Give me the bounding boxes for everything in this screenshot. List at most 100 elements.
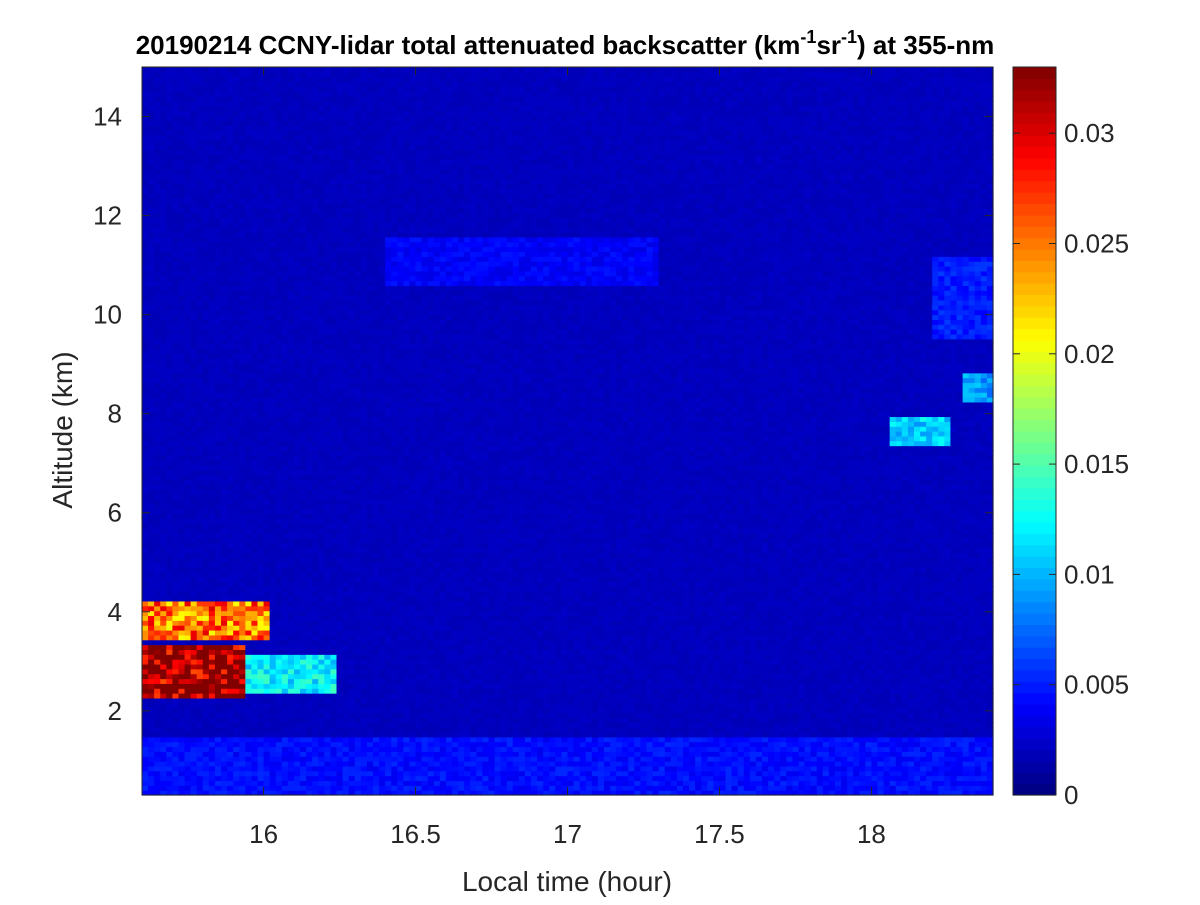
- heatmap-cell: [294, 373, 301, 378]
- heatmap-cell: [166, 130, 173, 135]
- heatmap-cell: [233, 387, 240, 392]
- heatmap-cell: [282, 373, 289, 378]
- heatmap-cell: [264, 421, 271, 426]
- heatmap-cell: [300, 222, 307, 227]
- heatmap-cell: [191, 392, 198, 397]
- heatmap-cell: [185, 494, 192, 499]
- heatmap-cell: [227, 664, 234, 669]
- heatmap-cell: [251, 382, 258, 387]
- heatmap-cell: [288, 455, 295, 460]
- heatmap-cell: [142, 373, 149, 378]
- heatmap-cell: [251, 145, 258, 150]
- heatmap-cell: [276, 577, 283, 582]
- heatmap-cell: [282, 174, 289, 179]
- heatmap-cell: [178, 96, 185, 101]
- heatmap-cell: [185, 72, 192, 77]
- heatmap-cell: [154, 135, 161, 140]
- heatmap-cell: [178, 416, 185, 421]
- heatmap-cell: [160, 460, 167, 465]
- heatmap-cell: [343, 698, 350, 703]
- heatmap-cell: [166, 86, 173, 91]
- heatmap-cell: [142, 251, 149, 256]
- heatmap-cell: [245, 470, 252, 475]
- heatmap-cell: [276, 504, 283, 509]
- heatmap-cell: [294, 514, 301, 519]
- heatmap-cell: [300, 77, 307, 82]
- heatmap-cell: [197, 557, 204, 562]
- heatmap-cell: [276, 746, 283, 751]
- heatmap-cell: [343, 708, 350, 713]
- heatmap-cell: [142, 353, 149, 358]
- heatmap-cell: [251, 116, 258, 121]
- heatmap-cell: [221, 441, 228, 446]
- heatmap-cell: [233, 562, 240, 567]
- heatmap-cell: [257, 382, 264, 387]
- heatmap-cell: [142, 183, 149, 188]
- heatmap-cell: [257, 150, 264, 155]
- heatmap-cell: [306, 669, 313, 674]
- heatmap-cell: [239, 562, 246, 567]
- heatmap-cell: [239, 363, 246, 368]
- heatmap-cell: [227, 101, 234, 106]
- heatmap-cell: [318, 339, 325, 344]
- heatmap-cell: [337, 116, 344, 121]
- heatmap-cell: [172, 329, 179, 334]
- heatmap-cell: [154, 601, 161, 606]
- heatmap-cell: [203, 179, 210, 184]
- heatmap-cell: [330, 164, 337, 169]
- heatmap-cell: [257, 528, 264, 533]
- heatmap-cell: [148, 538, 155, 543]
- heatmap-cell: [154, 751, 161, 756]
- heatmap-cell: [160, 489, 167, 494]
- heatmap-cell: [324, 601, 331, 606]
- heatmap-cell: [233, 776, 240, 781]
- heatmap-cell: [264, 591, 271, 596]
- heatmap-cell: [221, 251, 228, 256]
- heatmap-cell: [282, 712, 289, 717]
- heatmap-cell: [318, 91, 325, 96]
- heatmap-cell: [330, 645, 337, 650]
- heatmap-cell: [251, 281, 258, 286]
- heatmap-cell: [300, 315, 307, 320]
- heatmap-cell: [154, 776, 161, 781]
- heatmap-cell: [318, 382, 325, 387]
- heatmap-cell: [160, 397, 167, 402]
- heatmap-cell: [221, 514, 228, 519]
- heatmap-cell: [203, 722, 210, 727]
- heatmap-cell: [324, 358, 331, 363]
- heatmap-cell: [160, 674, 167, 679]
- heatmap-cell: [251, 154, 258, 159]
- heatmap-cell: [185, 261, 192, 266]
- heatmap-cell: [318, 329, 325, 334]
- heatmap-cell: [306, 737, 313, 742]
- heatmap-cell: [148, 382, 155, 387]
- heatmap-cell: [300, 732, 307, 737]
- heatmap-cell: [300, 164, 307, 169]
- heatmap-cell: [154, 86, 161, 91]
- heatmap-cell: [166, 188, 173, 193]
- heatmap-cell: [270, 266, 277, 271]
- heatmap-cell: [306, 645, 313, 650]
- heatmap-cell: [142, 392, 149, 397]
- heatmap-cell: [178, 135, 185, 140]
- heatmap-cell: [197, 771, 204, 776]
- heatmap-cell: [203, 237, 210, 242]
- heatmap-cell: [288, 82, 295, 87]
- heatmap-cell: [343, 640, 350, 645]
- heatmap-cell: [324, 183, 331, 188]
- heatmap-cell: [221, 771, 228, 776]
- heatmap-cell: [257, 305, 264, 310]
- heatmap-cell: [276, 727, 283, 732]
- heatmap-cell: [257, 625, 264, 630]
- heatmap-cell: [197, 251, 204, 256]
- heatmap-cell: [300, 562, 307, 567]
- heatmap-cell: [191, 746, 198, 751]
- heatmap-cell: [337, 557, 344, 562]
- heatmap-cell: [172, 761, 179, 766]
- heatmap-cell: [185, 586, 192, 591]
- heatmap-cell: [330, 654, 337, 659]
- heatmap-cell: [233, 116, 240, 121]
- heatmap-cell: [221, 344, 228, 349]
- heatmap-cell: [288, 247, 295, 252]
- heatmap-cell: [318, 659, 325, 664]
